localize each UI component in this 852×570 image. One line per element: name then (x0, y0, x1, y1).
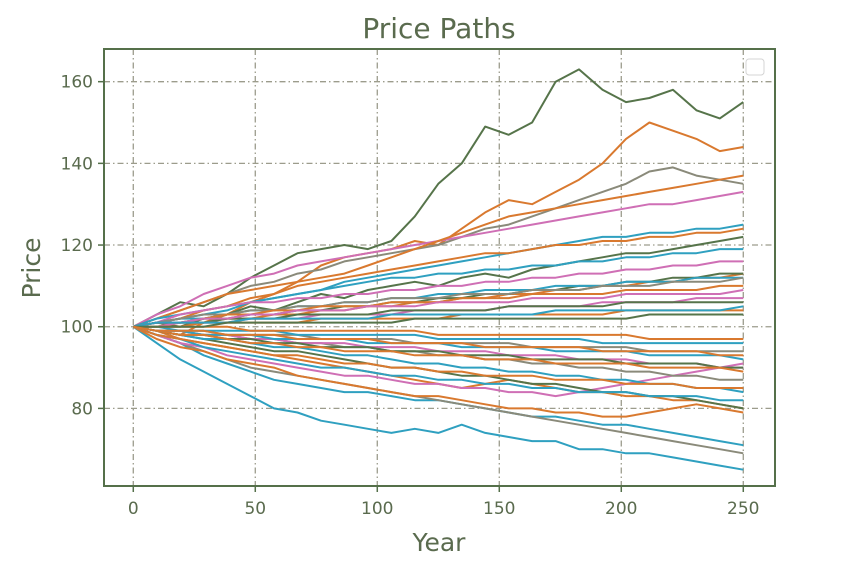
price-path-line-39 (133, 313, 744, 328)
legend-box (745, 58, 765, 76)
price-path-line-17 (132, 325, 744, 402)
price-path-line-6 (132, 325, 744, 455)
price-path-line-38 (133, 305, 744, 328)
price-path-line-40 (133, 325, 744, 357)
price-path-line-18 (133, 260, 744, 328)
grid (104, 49, 775, 486)
x-tick-label: 0 (128, 499, 139, 519)
x-tick-label: 250 (727, 499, 759, 519)
price-path-line-1 (132, 68, 744, 328)
y-tick-label: 100 (61, 318, 93, 338)
price-path-line-5 (132, 166, 744, 328)
price-path-line-8 (132, 174, 744, 328)
price-path-line-24 (132, 325, 744, 389)
price-path-line-9 (133, 223, 744, 328)
price-path-line-26 (133, 276, 744, 328)
price-path-line-37 (133, 325, 744, 340)
price-path-line-36 (133, 289, 744, 328)
x-tick-label: 50 (244, 499, 266, 519)
plot-frame (103, 48, 776, 487)
x-axis-label: Year (412, 528, 467, 557)
price-path-line-11 (132, 325, 744, 418)
y-tick-label: 80 (71, 399, 93, 419)
series-lines (132, 68, 744, 471)
price-path-line-4 (132, 325, 744, 447)
y-tick-label: 140 (61, 154, 93, 174)
price-path-line-13 (132, 325, 744, 398)
x-ticks: 0 50 100 150 200 250 (128, 486, 760, 519)
x-tick-label: 200 (605, 499, 637, 519)
price-path-line-3 (132, 325, 744, 471)
y-tick-label: 160 (61, 73, 93, 93)
chart-title: Price Paths (362, 12, 515, 45)
price-path-line-31 (133, 325, 744, 373)
y-ticks: 80 100 120 140 160 (61, 73, 104, 419)
x-tick-label: 100 (361, 499, 393, 519)
price-path-line-27 (133, 325, 744, 369)
x-tick-label: 150 (483, 499, 515, 519)
y-tick-label: 120 (61, 236, 93, 256)
price-path-line-35 (133, 325, 744, 345)
price-path-line-16 (133, 227, 744, 328)
y-axis-label: Price (17, 238, 46, 299)
price-path-line-32 (133, 301, 744, 328)
